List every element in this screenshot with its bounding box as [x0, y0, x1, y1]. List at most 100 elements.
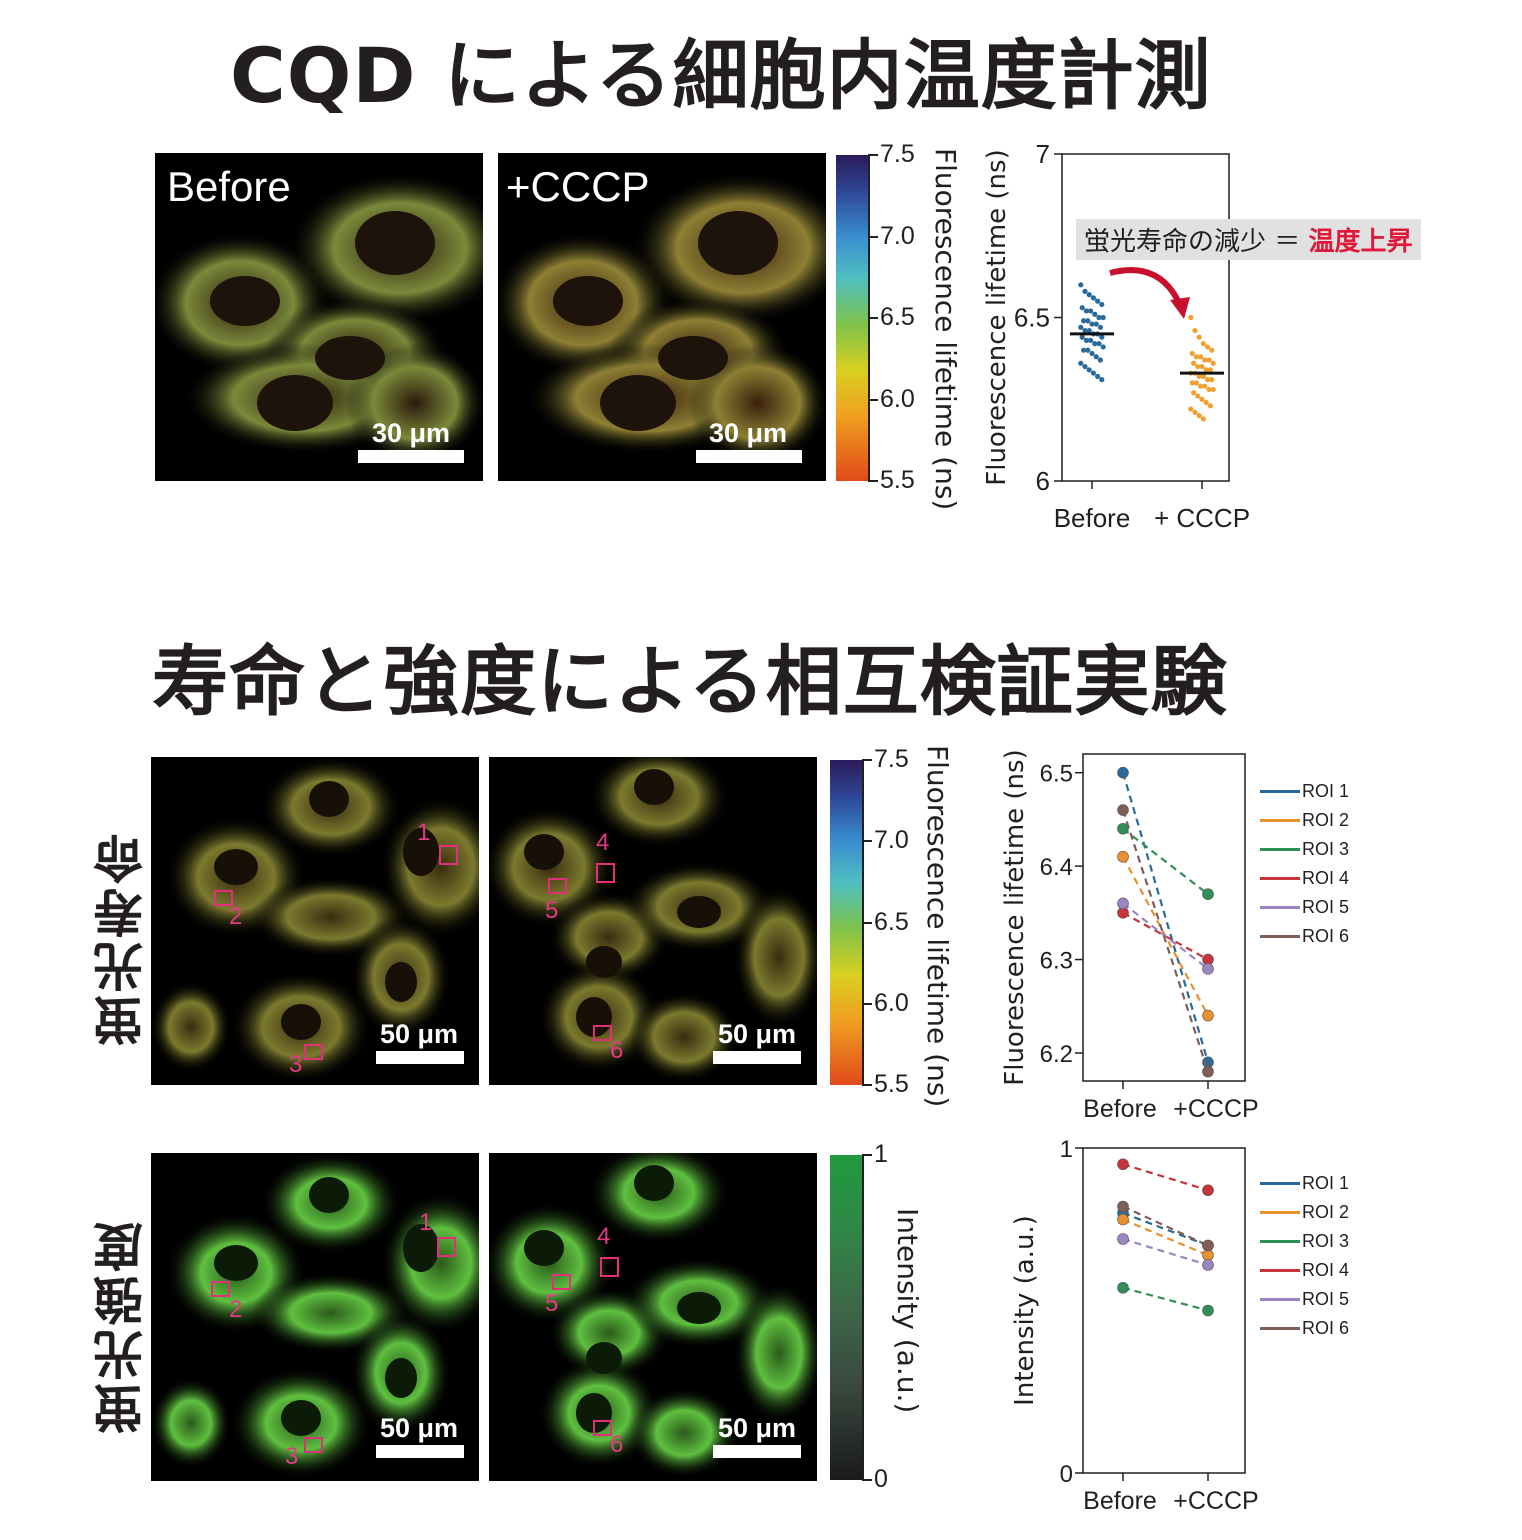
- scatter-point: [1200, 341, 1206, 347]
- annotation-box: 蛍光寿命の減少 ＝ 温度上昇: [1076, 219, 1421, 260]
- scatter-point: [1210, 360, 1216, 366]
- legend-label: ROI 3: [1302, 839, 1350, 859]
- roi-number-1: 1: [419, 1209, 433, 1236]
- row-label-intensity: 蛍光強度: [93, 1218, 151, 1434]
- roi-box-3: [304, 1437, 323, 1453]
- series-point: [1117, 766, 1129, 779]
- scale-bar-label: 50 μm: [717, 1413, 797, 1443]
- colorbar-tick-label: 6.0: [880, 384, 915, 413]
- roi-number-4: 4: [596, 829, 610, 856]
- scatter-chart-lifetime: 6 6.5 7 Before + CCCP Fluorescence lifetime (…: [982, 140, 1250, 533]
- scatter-point: [1081, 318, 1087, 324]
- series-point: [1117, 1213, 1129, 1226]
- roi-number-6: 6: [610, 1431, 624, 1458]
- cell-image: [498, 173, 826, 463]
- scatter-point: [1202, 383, 1208, 389]
- colorbar-tick-line: [862, 1479, 872, 1481]
- scatter-point: [1083, 308, 1089, 314]
- series-line: [1122, 827, 1209, 896]
- scatter-point: [1207, 403, 1213, 409]
- colorbar-tick-label: 7.5: [880, 140, 915, 168]
- scatter-point: [1202, 357, 1208, 363]
- scatter-point: [1082, 363, 1088, 370]
- roi-number-5: 5: [545, 897, 559, 924]
- legend-label: ROI 2: [1302, 1202, 1350, 1222]
- colorbar-label: Intensity (a.u.): [891, 1208, 924, 1414]
- scatter-point: [1192, 327, 1198, 334]
- scatter-point: [1193, 354, 1199, 360]
- roi-box-2: [211, 1281, 230, 1297]
- scatter-point: [1086, 367, 1092, 373]
- cell-image: [155, 173, 483, 463]
- scatter-point: [1206, 386, 1212, 393]
- cell-image: [151, 757, 479, 1082]
- scatter-point: [1188, 406, 1194, 412]
- cell-image: [489, 1153, 817, 1478]
- colorbar-tick-label: 7.0: [874, 826, 909, 855]
- roi-number-5: 5: [545, 1290, 559, 1317]
- colorbar-tick-label: 6.5: [880, 303, 915, 331]
- colorbar-tick-line: [862, 1002, 872, 1005]
- roi-box-4: [596, 863, 615, 883]
- scatter-point: [1082, 327, 1088, 334]
- annotation-prefix: 蛍光寿命の減少 ＝: [1084, 227, 1309, 257]
- scatter-point: [1086, 327, 1092, 334]
- roi-box-1: [439, 845, 458, 865]
- scale-bar-label: 50 μm: [379, 1413, 459, 1443]
- colorbar-tick-line: [868, 317, 878, 319]
- scatter-point: [1099, 301, 1105, 308]
- scatter-point: [1078, 282, 1084, 288]
- legend-item: ROI 5: [1260, 893, 1349, 922]
- scale-bar-label: 50 μm: [717, 1019, 797, 1049]
- roi-number-2: 2: [229, 903, 243, 930]
- scatter-point: [1078, 360, 1084, 366]
- scatter-point: [1079, 334, 1085, 340]
- scale-bar: [713, 1051, 801, 1064]
- scatter-point: [1203, 399, 1209, 406]
- scale-bar: [696, 450, 802, 463]
- scatter-point: [1095, 373, 1101, 379]
- legend-swatch: [1260, 1327, 1300, 1330]
- cell-image: [151, 1153, 479, 1478]
- scatter-point: [1198, 383, 1204, 389]
- annotation-highlight: 温度上昇: [1308, 227, 1413, 257]
- scatter-point: [1100, 314, 1106, 321]
- y-axis-label: Fluorescence lifetime (ns): [982, 149, 1012, 485]
- series-point: [1202, 888, 1214, 900]
- legend-swatch: [1260, 1211, 1300, 1214]
- scatter-point: [1093, 354, 1099, 360]
- lifetime-colorbar-bottom: [830, 760, 862, 1085]
- legend-item: ROI 2: [1260, 806, 1349, 835]
- roi-box-4: [600, 1257, 619, 1277]
- roi-legend-intensity: ROI 1 ROI 2 ROI 3 ROI 4 ROI 5 ROI 6: [1260, 1169, 1349, 1343]
- scatter-point: [1088, 337, 1094, 343]
- legend-label: ROI 3: [1302, 1231, 1350, 1251]
- scatter-point: [1210, 386, 1216, 393]
- legend-item: ROI 1: [1260, 777, 1349, 806]
- scatter-point: [1092, 341, 1098, 347]
- scatter-point: [1205, 344, 1211, 350]
- series-point: [1117, 1158, 1129, 1171]
- scatter-point: [1099, 334, 1105, 340]
- scatter-point: [1082, 288, 1088, 294]
- series-point: [1202, 1259, 1214, 1271]
- series-line: [1121, 809, 1210, 1072]
- scatter-point: [1195, 363, 1201, 370]
- x-tick-label: +CCCP: [1173, 1095, 1258, 1123]
- micro-lifetime-cccp: 4 5 6 50 μm: [489, 757, 817, 1085]
- panel-label-before: Before: [167, 163, 291, 210]
- legend-item: ROI 2: [1260, 1198, 1349, 1227]
- x-tick-label: Before: [1083, 1487, 1157, 1515]
- series-point: [1202, 963, 1214, 975]
- series-line: [1122, 1163, 1209, 1192]
- y-tick-label: 7: [1036, 140, 1050, 169]
- legend-item: ROI 3: [1260, 1227, 1349, 1256]
- roi-number-4: 4: [597, 1223, 611, 1250]
- y-axis-label: Fluorescence lifetime (ns): [1000, 749, 1030, 1085]
- scatter-point: [1078, 324, 1084, 330]
- scatter-point: [1188, 314, 1194, 321]
- colorbar-tick-line: [862, 1154, 872, 1156]
- legend-swatch: [1260, 790, 1300, 793]
- legend-label: ROI 5: [1302, 1289, 1350, 1309]
- scale-bar-label: 30 μm: [371, 418, 451, 448]
